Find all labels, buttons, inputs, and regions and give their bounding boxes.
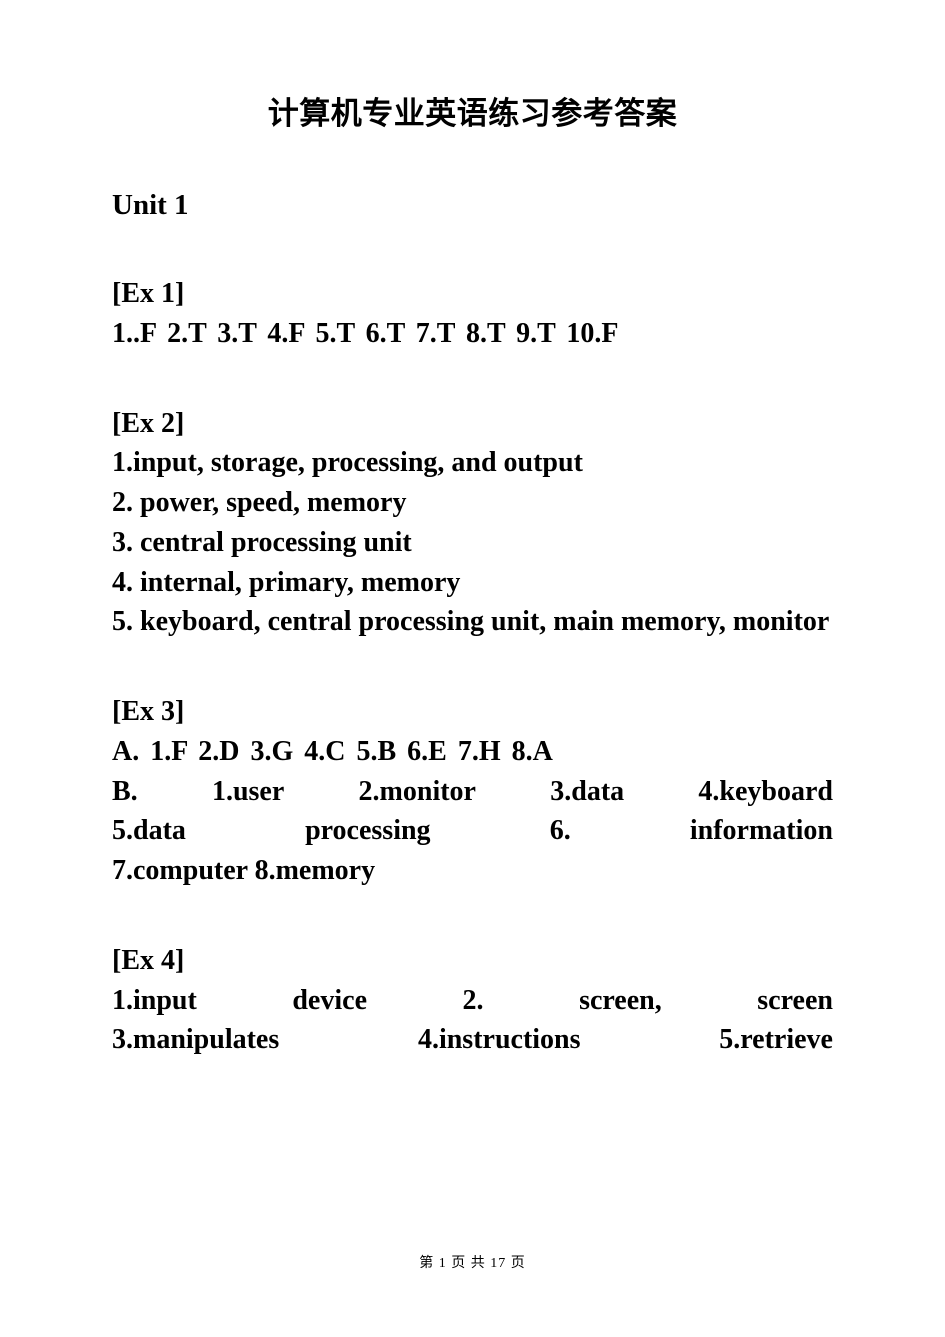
exercise-4-token: 3.manipulates: [112, 1020, 279, 1060]
exercise-2-item-3: 3. central processing unit: [112, 523, 833, 563]
exercise-4-token: device: [292, 981, 367, 1021]
exercise-4-line-1: 1.input device 2. screen, screen: [112, 981, 833, 1021]
exercise-3b-token: 4.keyboard: [698, 772, 833, 812]
exercise-4-block: [Ex 4] 1.input device 2. screen, screen …: [112, 941, 833, 1060]
unit-heading: Unit 1: [112, 189, 833, 222]
exercise-3-label: [Ex 3]: [112, 692, 833, 732]
footer-current-page: 1: [439, 1256, 447, 1271]
exercise-2-item-1: 1.input, storage, processing, and output: [112, 443, 833, 483]
exercise-4-token: 5.retrieve: [719, 1020, 833, 1060]
exercise-1-answers: 1..F 2.T 3.T 4.F 5.T 6.T 7.T 8.T 9.T 10.…: [112, 314, 833, 354]
exercise-3b-token: 6.: [550, 811, 571, 851]
exercise-2-label: [Ex 2]: [112, 404, 833, 444]
exercise-3-part-b-line-2: 5.data processing 6. information: [112, 811, 833, 851]
exercise-4-token: 2.: [463, 981, 484, 1021]
footer-mid: 页 共: [451, 1256, 486, 1271]
exercise-3-part-b-line-1: B. 1.user 2.monitor 3.data 4.keyboard: [112, 772, 833, 812]
exercise-3b-token: processing: [305, 811, 431, 851]
exercise-3-block: [Ex 3] A. 1.F 2.D 3.G 4.C 5.B 6.E 7.H 8.…: [112, 692, 833, 891]
footer-total-pages: 17: [490, 1256, 506, 1271]
exercise-4-token: screen,: [579, 981, 662, 1021]
exercise-3b-token: 1.user: [212, 772, 284, 812]
page-title: 计算机专业英语练习参考答案: [112, 88, 833, 133]
exercise-2-item-4: 4. internal, primary, memory: [112, 563, 833, 603]
exercise-3b-token: B.: [112, 772, 138, 812]
exercise-4-token: 1.input: [112, 981, 197, 1021]
exercise-1-label: [Ex 1]: [112, 274, 833, 314]
exercise-1-block: [Ex 1] 1..F 2.T 3.T 4.F 5.T 6.T 7.T 8.T …: [112, 274, 833, 354]
exercise-3b-token: 5.data: [112, 811, 186, 851]
exercise-2-item-2: 2. power, speed, memory: [112, 483, 833, 523]
exercise-3-part-b-line-3: 7.computer 8.memory: [112, 851, 833, 891]
exercise-3b-token: information: [690, 811, 833, 851]
exercise-4-label: [Ex 4]: [112, 941, 833, 981]
footer-suffix: 页: [511, 1256, 526, 1271]
footer-prefix: 第: [419, 1256, 434, 1271]
exercise-4-token: screen: [757, 981, 833, 1021]
page-footer: 第 1 页 共 17 页: [0, 1252, 945, 1272]
exercise-3-part-a: A. 1.F 2.D 3.G 4.C 5.B 6.E 7.H 8.A: [112, 732, 833, 772]
exercise-3b-token: 2.monitor: [359, 772, 476, 812]
exercise-2-item-5: 5. keyboard, central processing unit, ma…: [112, 602, 833, 642]
document-page: 计算机专业英语练习参考答案 Unit 1 [Ex 1] 1..F 2.T 3.T…: [0, 0, 945, 1060]
exercise-2-block: [Ex 2] 1.input, storage, processing, and…: [112, 404, 833, 643]
exercise-3b-token: 3.data: [550, 772, 624, 812]
exercise-4-token: 4.instructions: [418, 1020, 581, 1060]
exercise-4-line-2: 3.manipulates 4.instructions 5.retrieve: [112, 1020, 833, 1060]
